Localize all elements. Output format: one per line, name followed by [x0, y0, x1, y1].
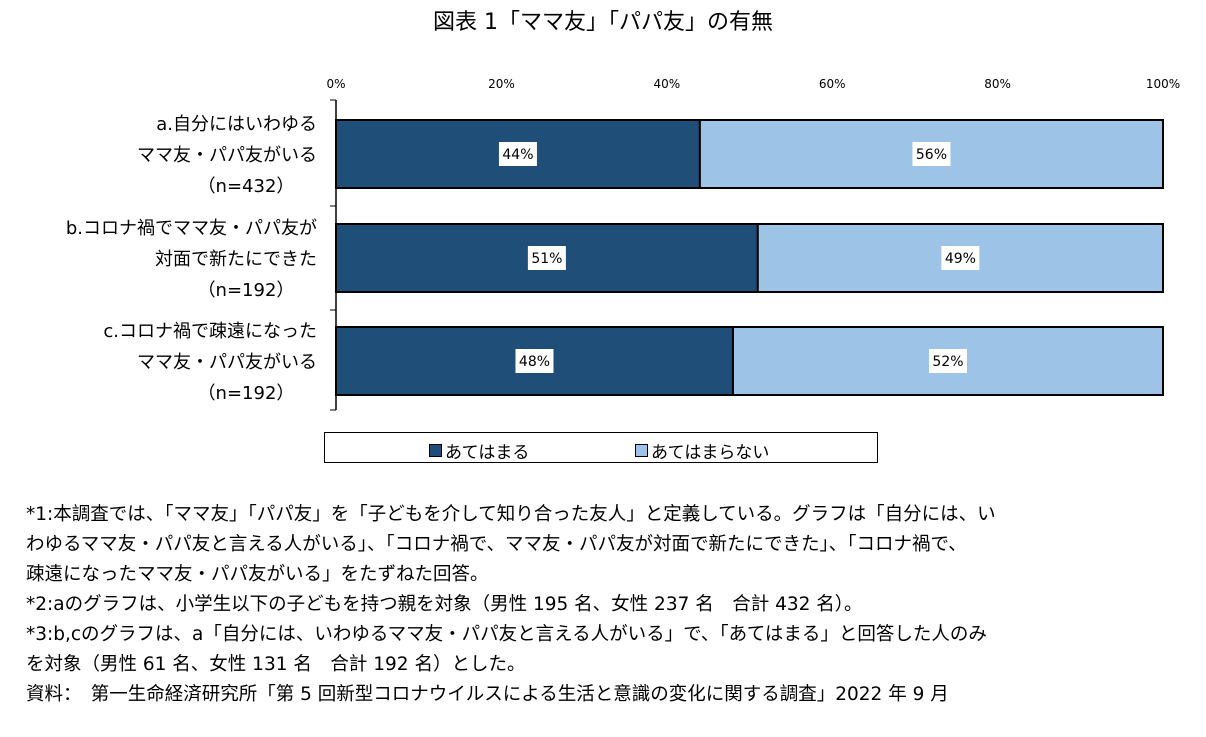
x-tick-label: 0% — [326, 77, 345, 91]
x-tick-label: 60% — [819, 77, 846, 91]
footnote-line: *2:aのグラフは、小学生以下の子どもを持つ親を対象（男性 195 名、女性 2… — [26, 594, 863, 615]
bar-segment — [335, 223, 759, 293]
data-label: 49% — [945, 251, 976, 267]
data-label-bg — [527, 246, 566, 270]
footnote-line: 疎遠になったママ友・パパ友がいる」をたずねた回答。 — [26, 564, 489, 585]
data-label-bg — [498, 142, 537, 166]
x-tick-label: 100% — [1146, 77, 1180, 91]
category-label: （n=192） — [198, 383, 295, 404]
source-line: 資料： 第一生命経済研究所「第 5 回新型コロナウイルスによる生活と意識の変化に… — [26, 684, 949, 705]
legend-item-no: あてはまらない — [635, 438, 769, 463]
data-label: 44% — [502, 147, 533, 163]
bar-chart: 0% 20% 40% 60% 80% 100% 44% 56% a.自分にはいわゆるママ友・パパ… — [66, 77, 1180, 411]
data-label: 48% — [519, 354, 550, 370]
data-label-bg — [941, 246, 980, 270]
data-label-bg — [928, 349, 967, 373]
data-label: 56% — [916, 147, 947, 163]
footnote-line: を対象（男性 61 名、女性 131 名 合計 192 名）とした。 — [26, 654, 526, 675]
chart-title: 図表 1「ママ友」「パパ友」の有無 — [433, 10, 773, 35]
category-label: c.コロナ禍で疎遠になった — [103, 321, 317, 342]
category-label: 対面で新たにできた — [155, 249, 317, 270]
footnote-line: *1:本調査では、「ママ友」「パパ友」を「子どもを介して知り合った友人」と定義し… — [26, 504, 996, 525]
data-label-bg — [515, 349, 554, 373]
category-label: （n=432） — [198, 176, 295, 197]
footnotes: *1:本調査では、「ママ友」「パパ友」を「子どもを介して知り合った友人」と定義し… — [26, 500, 1196, 710]
x-tick-label: 40% — [653, 77, 680, 91]
category-label: a.自分にはいわゆる — [156, 114, 317, 135]
legend-label-yes: あてはまる — [445, 443, 530, 463]
x-tick-label: 20% — [488, 77, 515, 91]
footnote-line: *3:b,cのグラフは、a「自分には、いわゆるママ友・パパ友と言える人がいる」で… — [26, 624, 987, 645]
data-label: 51% — [531, 251, 562, 267]
legend-swatch-yes — [429, 444, 442, 457]
category-label: ママ友・パパ友がいる — [137, 352, 317, 373]
data-label-bg — [912, 142, 951, 166]
category-label: ママ友・パパ友がいる — [137, 145, 317, 166]
category-label: （n=192） — [198, 280, 295, 301]
data-label: 52% — [932, 354, 963, 370]
chart-legend: あてはまる あてはまらない — [324, 432, 878, 463]
footnote-line: わゆるママ友・パパ友と言える人がいる」、「コロナ禍で、ママ友・パパ友が対面で新た… — [26, 534, 967, 555]
x-tick-label: 80% — [984, 77, 1011, 91]
legend-item-yes: あてはまる — [429, 438, 529, 463]
category-label: b.コロナ禍でママ友・パパ友が — [66, 218, 317, 239]
legend-label-no: あてはまらない — [651, 443, 770, 463]
legend-swatch-no — [635, 444, 648, 457]
